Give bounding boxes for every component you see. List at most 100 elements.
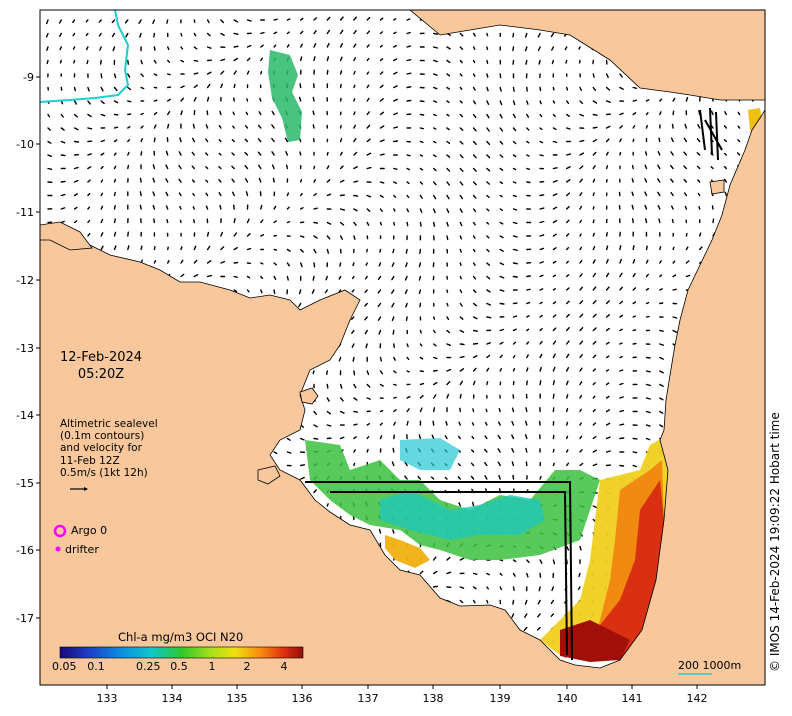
land-wellesley-islands <box>257 465 281 485</box>
velocity-arrow <box>366 448 369 453</box>
velocity-arrow <box>260 31 265 35</box>
velocity-arrow <box>486 113 490 119</box>
velocity-arrow <box>632 315 637 318</box>
velocity-arrow <box>433 86 438 90</box>
velocity-arrow <box>339 56 343 62</box>
velocity-arrow <box>406 370 410 373</box>
velocity-arrow <box>632 451 638 454</box>
velocity-arrow <box>446 194 450 200</box>
velocity-arrow <box>379 84 384 89</box>
velocity-arrow <box>524 599 528 605</box>
velocity-arrow <box>364 316 368 321</box>
velocity-arrow <box>366 57 370 62</box>
velocity-arrow <box>257 151 262 156</box>
velocity-arrow <box>406 221 409 227</box>
velocity-arrow <box>273 205 277 210</box>
velocity-arrow <box>206 245 211 251</box>
velocity-arrow <box>552 462 555 467</box>
velocity-arrow <box>73 166 79 170</box>
velocity-arrow <box>404 475 408 480</box>
velocity-arrow <box>406 72 412 75</box>
velocity-arrow <box>552 127 557 131</box>
velocity-arrow <box>446 208 450 214</box>
colorbar-tick-label: 0.5 <box>170 660 188 673</box>
velocity-arrow <box>552 301 557 305</box>
velocity-arrow <box>191 179 196 183</box>
velocity-arrow <box>393 383 397 386</box>
velocity-arrow <box>73 100 78 105</box>
velocity-arrow <box>579 86 582 92</box>
velocity-arrow <box>353 370 356 376</box>
velocity-arrow <box>298 289 302 295</box>
velocity-arrow <box>353 151 358 156</box>
velocity-arrow <box>537 626 541 631</box>
velocity-arrow <box>486 586 489 590</box>
velocity-arrow <box>446 181 450 186</box>
velocity-arrow <box>552 559 556 565</box>
velocity-arrow <box>220 58 226 62</box>
velocity-arrow <box>377 289 382 294</box>
velocity-arrow <box>459 343 465 346</box>
velocity-arrow <box>286 44 290 48</box>
velocity-arrow <box>85 19 89 23</box>
velocity-arrow <box>657 164 661 170</box>
velocity-arrow <box>352 356 355 362</box>
velocity-arrow <box>59 59 62 64</box>
velocity-arrow <box>457 463 461 467</box>
velocity-arrow <box>326 235 331 240</box>
velocity-arrow <box>659 98 663 102</box>
velocity-arrow <box>605 382 610 386</box>
velocity-arrow <box>313 235 318 239</box>
velocity-arrow <box>498 474 501 480</box>
velocity-arrow <box>353 57 356 62</box>
velocity-arrow <box>499 275 505 279</box>
velocity-arrow <box>526 559 530 564</box>
legend-line: and velocity for <box>60 442 142 455</box>
velocity-arrow <box>152 204 156 210</box>
velocity-arrow <box>418 434 422 440</box>
velocity-arrow <box>153 32 156 38</box>
velocity-arrow <box>326 165 330 170</box>
velocity-arrow <box>566 153 571 156</box>
velocity-arrow <box>379 139 385 143</box>
x-tick-label: 135 <box>227 692 248 705</box>
velocity-arrow <box>313 30 317 35</box>
velocity-arrow <box>605 450 611 453</box>
velocity-arrow <box>87 179 91 183</box>
velocity-arrow <box>446 393 450 399</box>
velocity-arrow <box>512 328 517 332</box>
chlorophyll-patches <box>268 50 765 662</box>
velocity-arrow <box>552 274 557 278</box>
velocity-arrow <box>486 289 491 293</box>
velocity-arrow <box>659 383 664 387</box>
velocity-arrow <box>339 165 344 170</box>
velocity-arrow <box>696 151 701 156</box>
velocity-arrow <box>498 421 501 426</box>
velocity-arrow <box>433 167 437 172</box>
velocity-arrow <box>406 408 410 413</box>
velocity-arrow <box>286 437 291 441</box>
altimetry-legend: Altimetric sealevel (0.1m contours) and … <box>60 418 158 479</box>
velocity-arrow <box>220 246 225 251</box>
velocity-arrow <box>406 99 412 102</box>
velocity-arrow <box>539 127 543 131</box>
velocity-arrow <box>299 151 302 156</box>
velocity-arrow <box>260 289 263 294</box>
velocity-arrow <box>592 354 597 359</box>
velocity-arrow <box>592 368 596 372</box>
velocity-arrow <box>140 125 144 129</box>
velocity-arrow <box>659 356 664 360</box>
velocity-arrow <box>539 261 544 264</box>
velocity-arrow <box>446 73 451 77</box>
velocity-arrow <box>419 194 423 199</box>
velocity-arrow <box>113 73 117 79</box>
velocity-arrow <box>552 314 557 318</box>
velocity-arrow <box>444 435 448 440</box>
velocity-arrow <box>526 113 530 118</box>
x-tick-label: 140 <box>557 692 578 705</box>
velocity-arrow <box>193 96 197 102</box>
velocity-arrow <box>232 125 235 129</box>
velocity-arrow <box>140 138 144 143</box>
velocity-arrow <box>472 140 477 146</box>
legend-line: 0.5m/s (1kt 12h) <box>60 466 148 479</box>
